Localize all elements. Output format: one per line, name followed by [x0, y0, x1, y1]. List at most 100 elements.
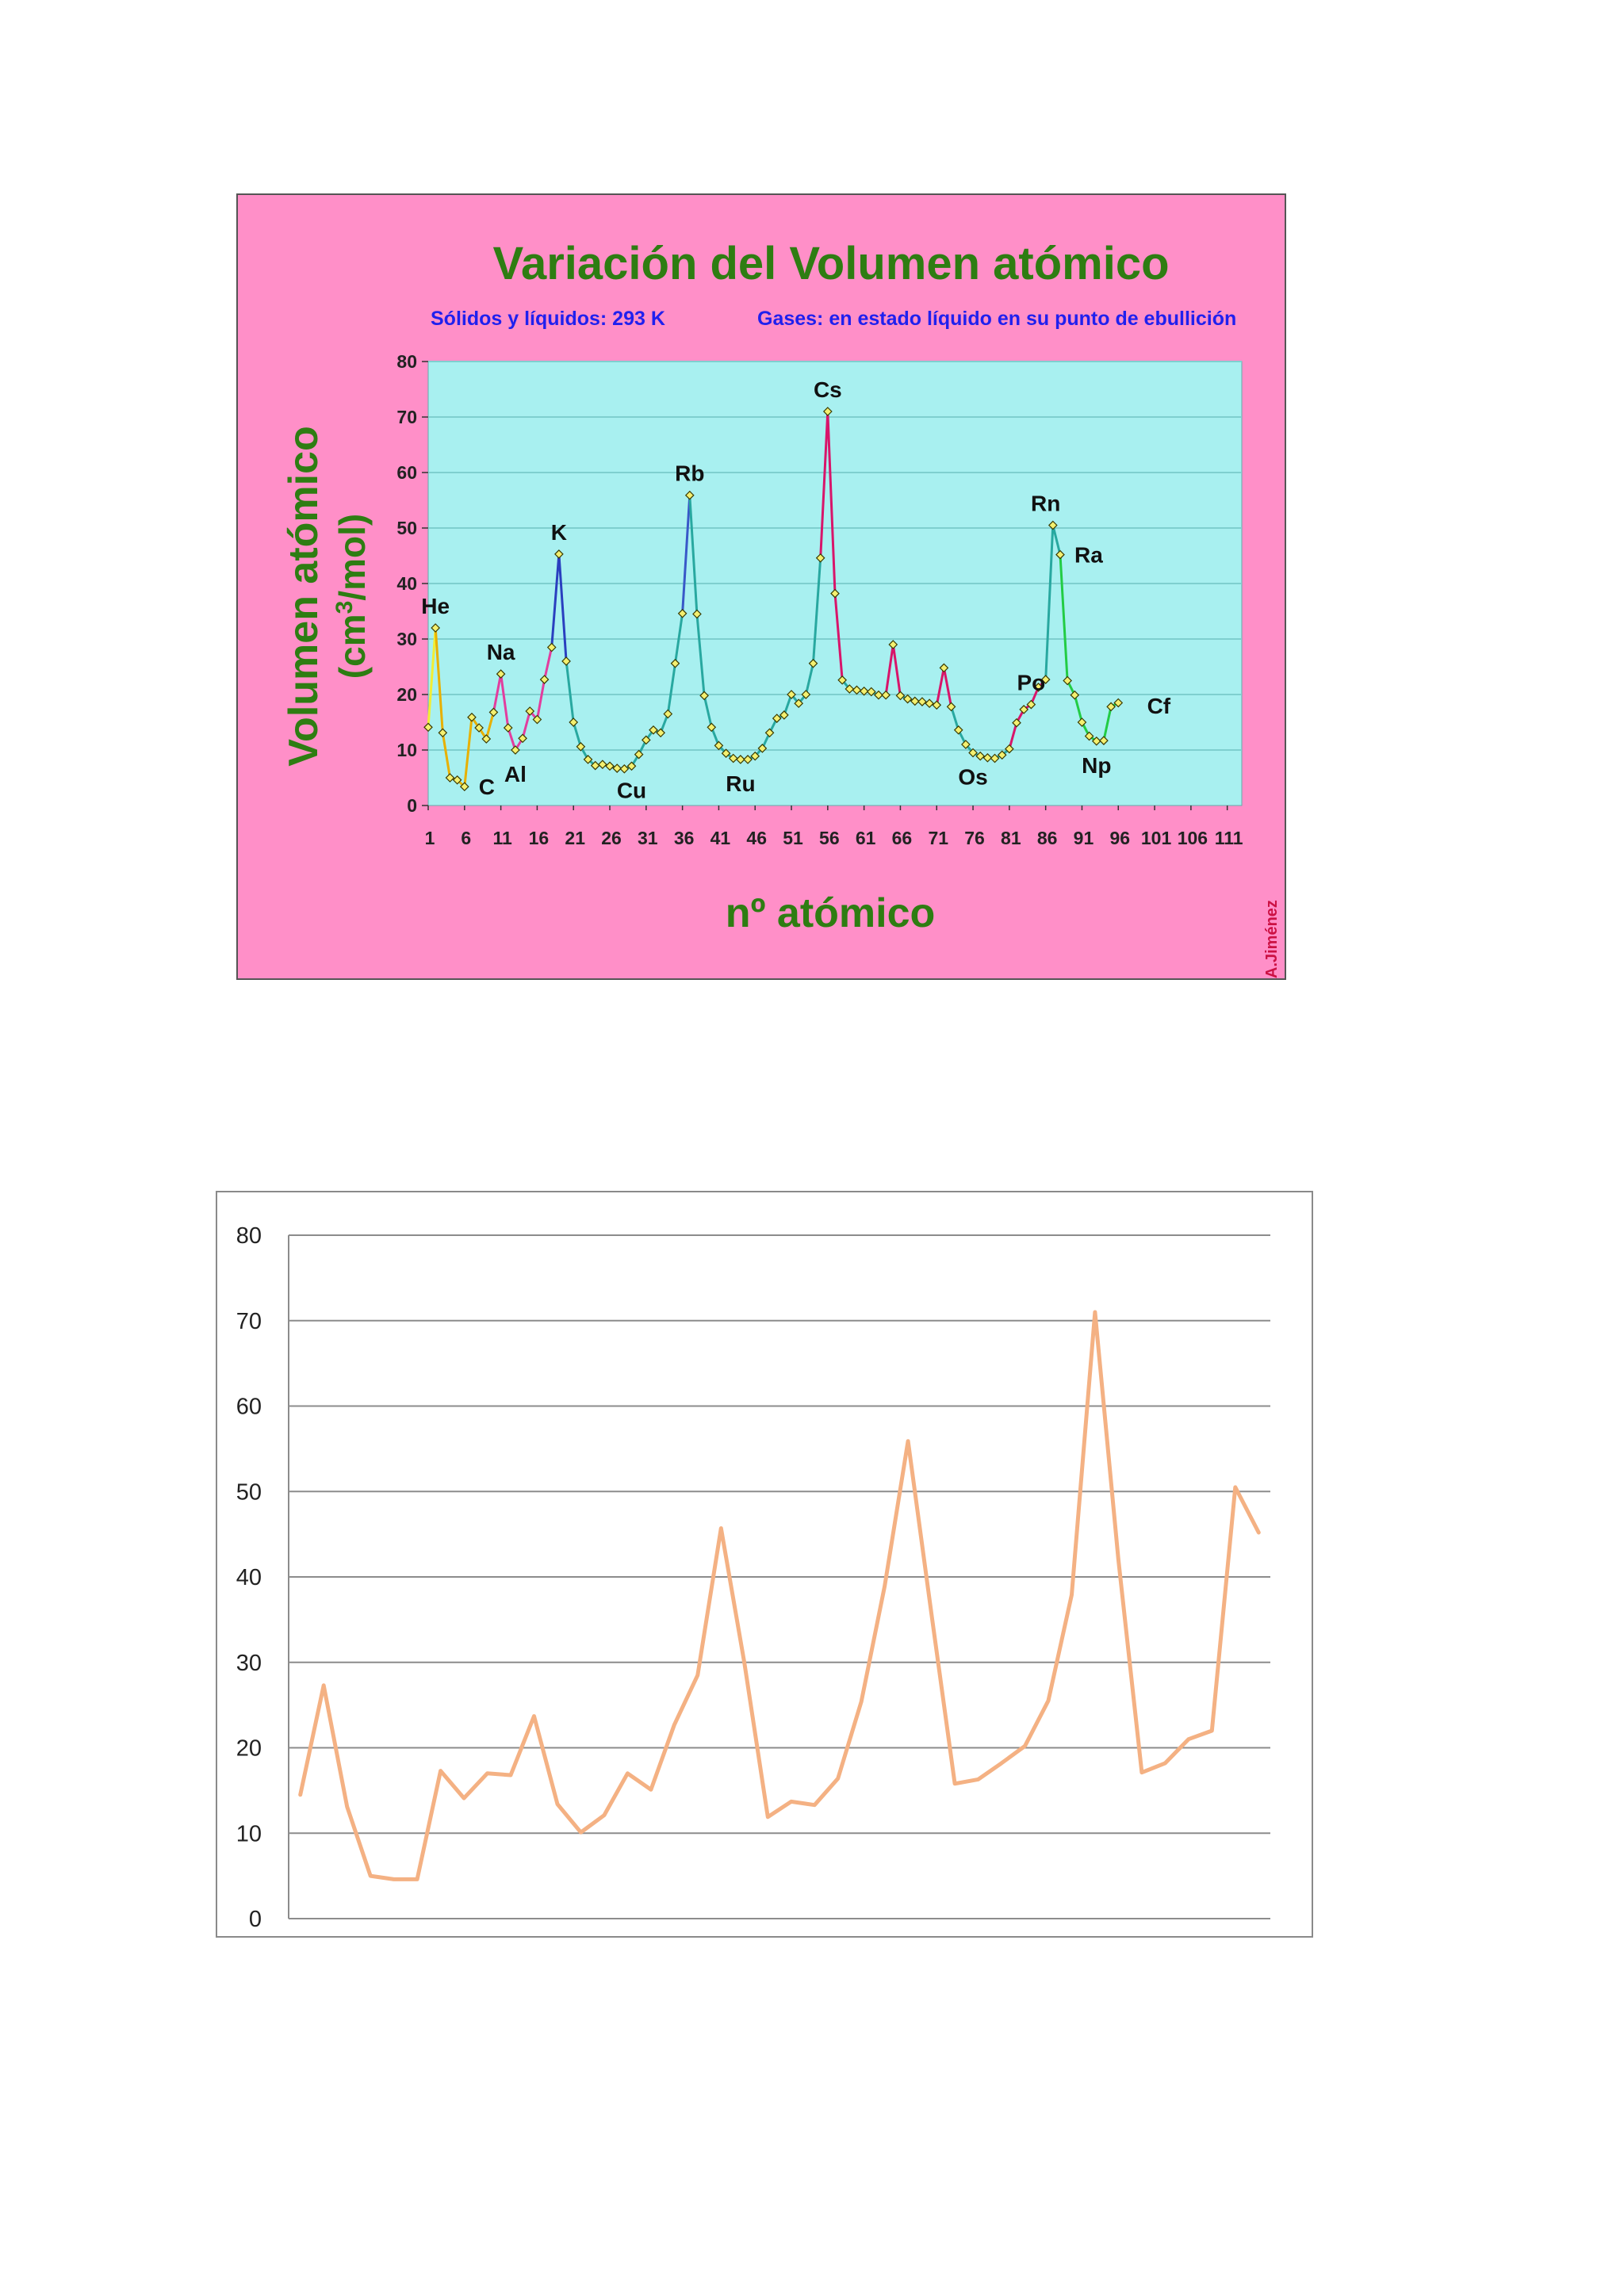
element-annotation: Ra [1074, 543, 1103, 568]
element-annotation: Rn [1031, 492, 1060, 516]
x-tick-label: 91 [1074, 828, 1094, 848]
data-point [953, 725, 963, 735]
y-tick-label: 80 [236, 1223, 262, 1249]
data-point [917, 697, 927, 706]
data-point [488, 707, 499, 718]
data-point [990, 753, 1000, 763]
data-point [946, 702, 956, 712]
data-point [452, 775, 462, 785]
data-point [1019, 705, 1029, 714]
data-point [1113, 698, 1124, 708]
x-tick-label: 6 [461, 828, 471, 848]
element-annotation: Na [487, 640, 515, 664]
data-point [808, 658, 818, 668]
element-annotation: Os [958, 765, 987, 790]
data-point [1070, 690, 1080, 700]
data-point [590, 760, 600, 771]
author-credit: A.Jiménez [1263, 900, 1281, 978]
series-segment [819, 410, 844, 680]
data-point [605, 761, 615, 771]
data-point [845, 684, 855, 694]
atomic-volume-line-chart: 0 10 20 30 40 50 60 70 80 [216, 1191, 1313, 1938]
data-point [546, 642, 557, 652]
data-point [743, 755, 753, 764]
data-point [1106, 702, 1116, 712]
y-tick-label: 80 [396, 351, 417, 372]
data-point [677, 608, 688, 618]
x-tick-label: 26 [601, 828, 622, 848]
data-point [1026, 699, 1036, 710]
element-annotation: Cs [814, 377, 842, 402]
x-tick-label: 51 [783, 828, 803, 848]
data-point [982, 752, 993, 763]
x-tick-label: 36 [674, 828, 695, 848]
data-point [619, 763, 630, 774]
data-point [423, 722, 433, 733]
y-tick-label: 60 [236, 1395, 262, 1420]
data-point [511, 745, 520, 755]
data-point [787, 690, 796, 699]
element-annotation: C [479, 775, 495, 799]
y-tick-label: 30 [396, 629, 417, 649]
y-tick-label: 60 [396, 462, 417, 483]
data-point [1040, 675, 1051, 684]
chart-frame [216, 1191, 1313, 1938]
element-annotation: Cf [1147, 694, 1171, 718]
data-point [503, 723, 513, 733]
data-point [975, 751, 986, 761]
y-tick-label: 70 [396, 407, 417, 427]
data-point [866, 687, 876, 697]
data-point [598, 760, 607, 770]
subtitle-gases: Gases: en estado líquido en su punto de … [757, 308, 1236, 330]
series-segment [812, 557, 822, 664]
data-point [663, 709, 673, 719]
data-point [699, 691, 709, 701]
x-tick-label: 66 [892, 828, 913, 848]
data-point [569, 718, 579, 727]
data-point [925, 698, 934, 709]
x-tick-label: 106 [1178, 828, 1208, 848]
data-point [1005, 744, 1014, 754]
data-point [634, 749, 644, 760]
x-tick-label: 1 [425, 828, 435, 848]
data-point [445, 773, 455, 783]
x-tick-label: 71 [928, 828, 948, 848]
element-annotation: Al [504, 762, 527, 786]
element-annotation: Cu [617, 778, 646, 802]
data-point [859, 686, 869, 696]
y-tick-label: 50 [236, 1479, 262, 1505]
y-tick-label: 30 [236, 1651, 262, 1676]
y-tick-label: 0 [407, 795, 417, 816]
data-point [794, 698, 804, 709]
x-tick-label: 31 [638, 828, 658, 848]
data-point [895, 691, 906, 701]
data-point [822, 407, 833, 416]
data-point [830, 588, 840, 599]
data-point [888, 640, 898, 649]
series-segment [681, 495, 691, 614]
data-point [764, 728, 775, 738]
data-point [852, 685, 862, 695]
data-point [757, 744, 768, 753]
y-tick-label: 20 [396, 684, 417, 705]
x-tick-label: 56 [819, 828, 840, 848]
data-point [649, 725, 658, 735]
element-annotation: He [421, 594, 450, 618]
x-axis-label: nº atómico [726, 890, 936, 936]
x-tick-label: 111 [1215, 828, 1243, 848]
y-tick-label: 70 [236, 1309, 262, 1334]
data-point [1099, 736, 1109, 745]
element-annotation: K [551, 520, 567, 545]
x-tick-label: 101 [1141, 828, 1172, 848]
data-point [750, 751, 760, 761]
data-point [431, 623, 441, 633]
data-point [815, 553, 825, 563]
data-point [961, 740, 971, 749]
y-tick-label: 40 [236, 1565, 262, 1590]
y-tick-label: 20 [236, 1736, 262, 1762]
data-point [1077, 718, 1087, 727]
data-point [612, 763, 622, 773]
y-tick-label: 50 [396, 518, 417, 538]
x-tick-label: 11 [492, 828, 512, 848]
element-annotation: Ru [726, 771, 755, 796]
